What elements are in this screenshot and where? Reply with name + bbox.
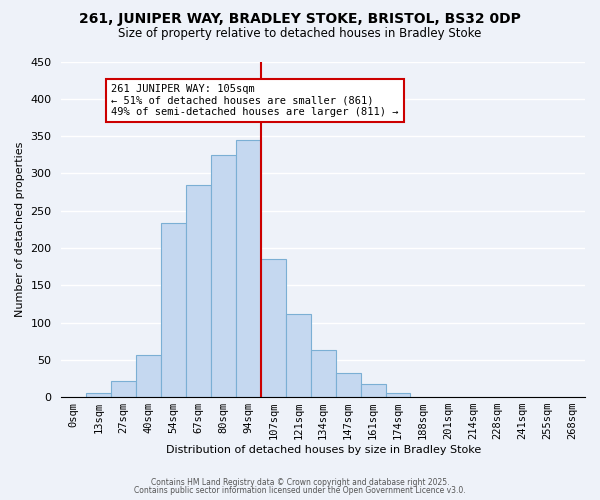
Text: Contains HM Land Registry data © Crown copyright and database right 2025.: Contains HM Land Registry data © Crown c… [151,478,449,487]
Bar [386,394,410,397]
X-axis label: Distribution of detached houses by size in Bradley Stoke: Distribution of detached houses by size … [166,445,481,455]
Text: 261 JUNIPER WAY: 105sqm
← 51% of detached houses are smaller (861)
49% of semi-d: 261 JUNIPER WAY: 105sqm ← 51% of detache… [111,84,399,117]
Bar [311,350,335,397]
Bar [361,384,386,397]
Bar [86,392,111,397]
Bar [211,154,236,397]
Y-axis label: Number of detached properties: Number of detached properties [15,142,25,317]
Bar [286,314,311,397]
Bar [161,222,186,397]
Bar [335,373,361,397]
Bar [261,259,286,397]
Bar [236,140,261,397]
Text: 261, JUNIPER WAY, BRADLEY STOKE, BRISTOL, BS32 0DP: 261, JUNIPER WAY, BRADLEY STOKE, BRISTOL… [79,12,521,26]
Bar [111,382,136,397]
Bar [186,184,211,397]
Bar [136,354,161,397]
Text: Size of property relative to detached houses in Bradley Stoke: Size of property relative to detached ho… [118,28,482,40]
Text: Contains public sector information licensed under the Open Government Licence v3: Contains public sector information licen… [134,486,466,495]
